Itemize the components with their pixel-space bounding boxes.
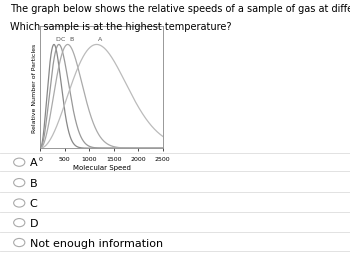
Text: D: D	[55, 37, 60, 42]
Text: C: C	[30, 198, 37, 208]
Text: Not enough information: Not enough information	[30, 237, 163, 248]
Y-axis label: Relative Number of Particles: Relative Number of Particles	[33, 43, 37, 132]
Text: The graph below shows the relative speeds of a sample of gas at different temper: The graph below shows the relative speed…	[10, 4, 350, 14]
Text: B: B	[30, 178, 37, 188]
Text: A: A	[98, 37, 102, 42]
X-axis label: Molecular Speed: Molecular Speed	[72, 164, 131, 170]
Text: A: A	[30, 157, 37, 168]
Text: B: B	[69, 37, 73, 42]
Text: C: C	[60, 37, 65, 42]
Text: D: D	[30, 218, 38, 228]
Text: Which sample is at the highest temperature?: Which sample is at the highest temperatu…	[10, 22, 232, 31]
